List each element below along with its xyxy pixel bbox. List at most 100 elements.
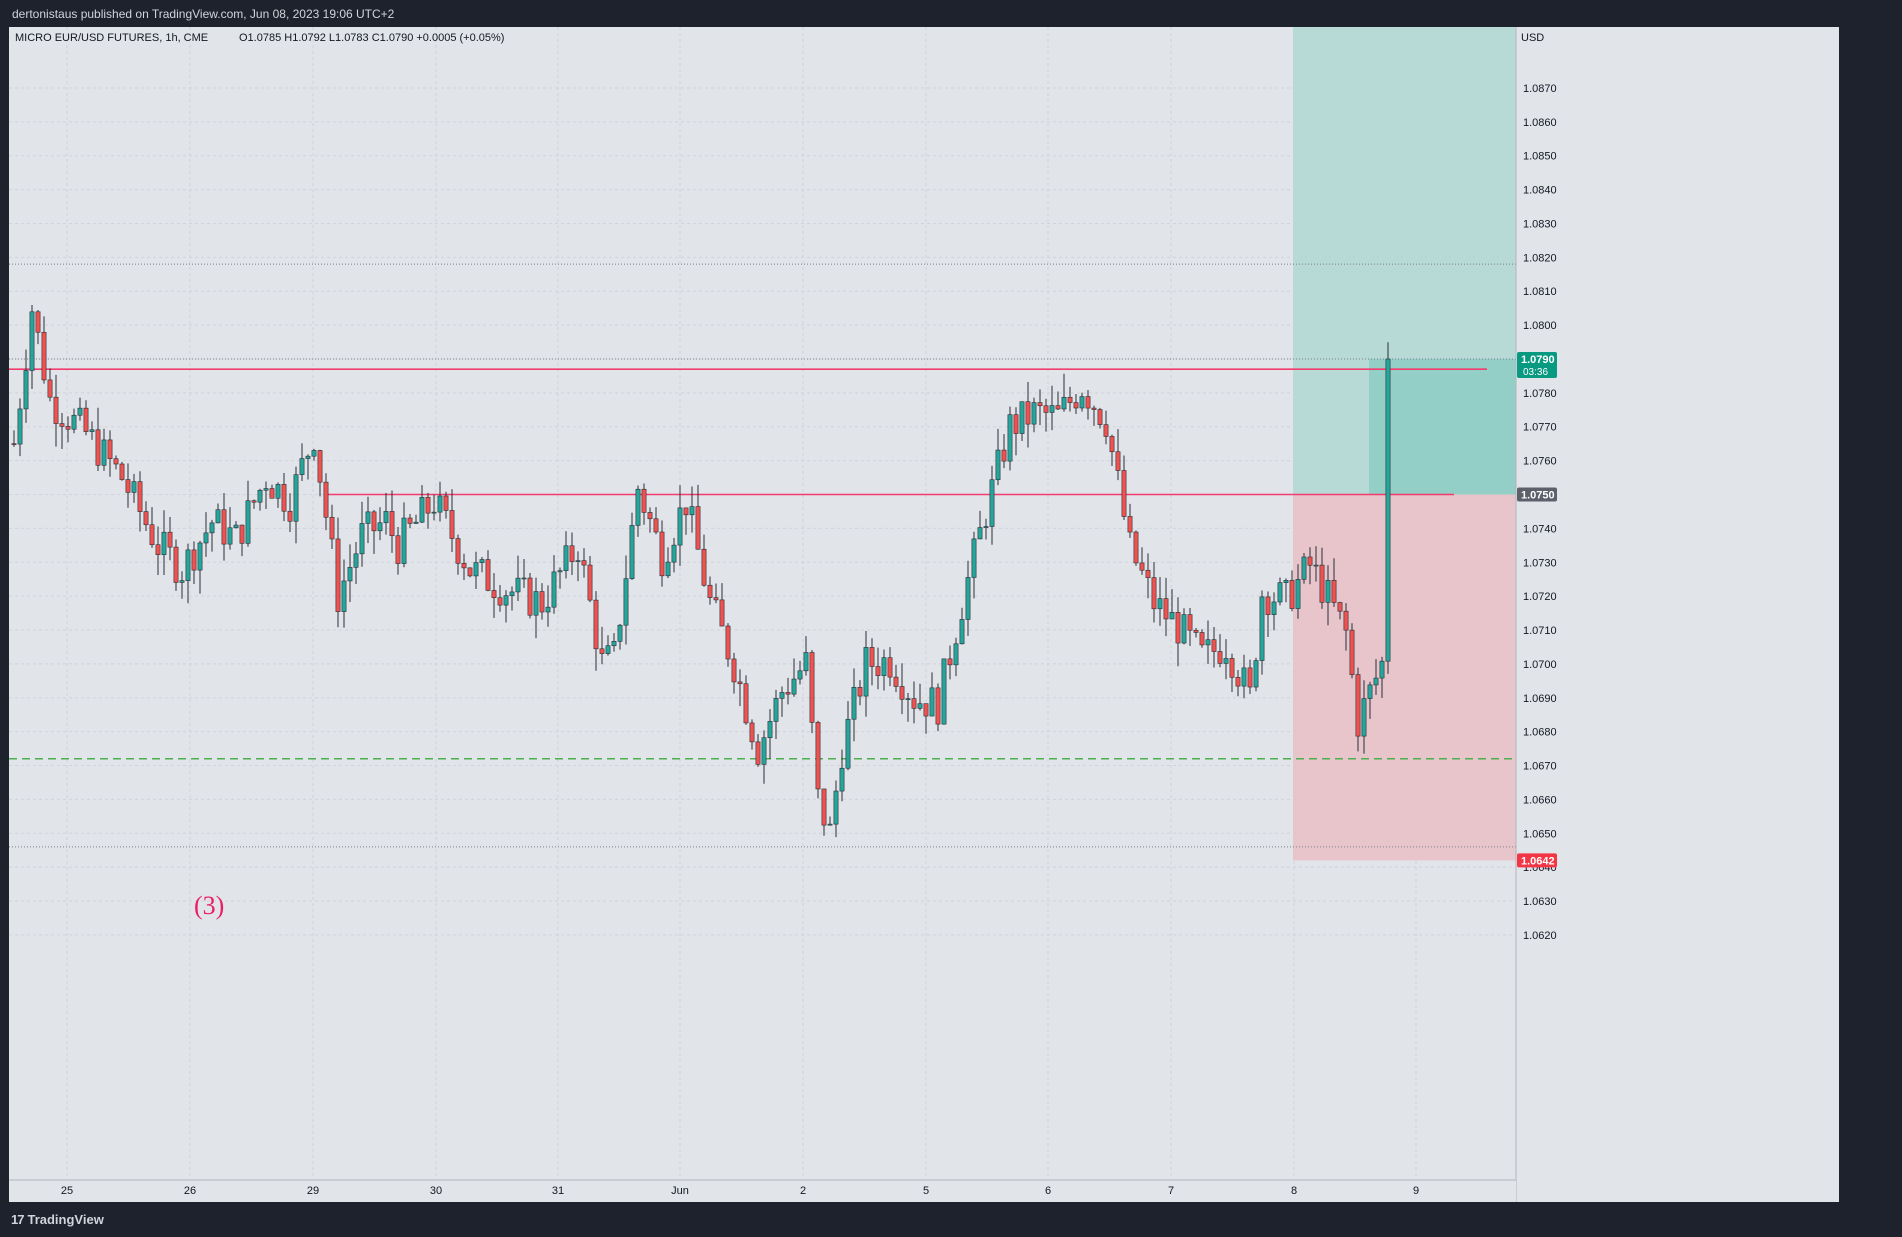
candle-body (1187, 614, 1193, 631)
candle-body (647, 512, 653, 520)
candle-body (263, 488, 269, 491)
candle-body (365, 511, 371, 524)
candle-body (335, 538, 341, 612)
candle-body (1229, 658, 1235, 678)
candle-body (269, 488, 275, 499)
candle-body (671, 544, 677, 563)
y-tick-label: 1.0690 (1523, 693, 1557, 705)
x-tick-label: 9 (1413, 1185, 1419, 1197)
y-tick-label: 1.0860 (1523, 117, 1557, 129)
candle-body (1019, 401, 1025, 434)
candle-body (305, 455, 311, 459)
candle-body (407, 517, 413, 524)
last-price-label-bg (1517, 351, 1557, 378)
candle-body (527, 577, 533, 616)
candle-body (965, 577, 971, 620)
chart-frame[interactable]: USD 1.0870 1.0860 1.0850 1.0840 1.0830 1.0820 1… (9, 27, 1839, 1202)
candle-body (1181, 614, 1187, 644)
y-tick-label: 1.0680 (1523, 727, 1557, 739)
open-profit-zone (1369, 358, 1516, 495)
candle-body (257, 489, 263, 503)
candle-body (935, 687, 941, 725)
candle-body (383, 511, 389, 524)
candle-body (1043, 405, 1049, 413)
candle-body (1253, 660, 1259, 688)
candle-body (713, 597, 719, 601)
candle-body (689, 506, 695, 516)
candle-body (401, 517, 407, 564)
candle-body (227, 527, 233, 545)
candle-body (1061, 396, 1067, 410)
candle-body (83, 407, 89, 432)
last-price-label-countdown: 03:36 (1523, 367, 1548, 378)
candle-body (953, 643, 959, 666)
candle-body (233, 524, 239, 529)
candle-body (359, 523, 365, 555)
candle-body (395, 535, 401, 564)
y-tick-label: 1.0650 (1523, 828, 1557, 840)
y-tick-label: 1.0830 (1523, 218, 1557, 230)
ohlc-readout: O1.0785 H1.0792 L1.0783 C1.0790 +0.0005 … (239, 32, 504, 44)
candle-body (1289, 580, 1295, 609)
x-tick-label: 30 (430, 1185, 442, 1197)
candle-body (1355, 674, 1361, 737)
candle-body (821, 788, 827, 826)
candle-body (563, 545, 569, 571)
x-tick-label: 7 (1168, 1185, 1174, 1197)
candles (11, 305, 1391, 838)
x-tick-label: 31 (552, 1185, 564, 1197)
candle-body (347, 567, 353, 582)
candle-body (1145, 569, 1151, 578)
candle-body (1217, 651, 1223, 664)
candle-body (245, 500, 251, 544)
candle-body (989, 479, 995, 527)
candle-body (719, 599, 725, 627)
candle-body (1169, 612, 1175, 620)
candle-body (35, 311, 41, 333)
y-tick-label: 1.0740 (1523, 523, 1557, 535)
candle-body (929, 687, 935, 717)
price-chart[interactable]: USD 1.0870 1.0860 1.0850 1.0840 1.0830 1.0820 1… (9, 27, 1839, 1202)
candle-body (1121, 470, 1127, 517)
candle-body (1079, 396, 1085, 409)
candle-body (107, 439, 113, 459)
x-tick-label: Jun (671, 1185, 689, 1197)
candle-body (575, 560, 581, 562)
candle-body (341, 580, 347, 612)
tradingview-logo[interactable]: 17 TradingView (11, 1212, 104, 1227)
candle-body (473, 562, 479, 577)
candle-body (491, 590, 497, 599)
candle-body (119, 463, 125, 480)
candle-body (887, 657, 893, 678)
candle-body (509, 591, 515, 596)
candle-body (629, 525, 635, 579)
candle-body (911, 698, 917, 709)
candle-body (881, 657, 887, 676)
candle-body (329, 516, 335, 540)
candle-body (443, 495, 449, 511)
candle-body (1025, 401, 1031, 425)
candle-body (1385, 358, 1391, 662)
candle-body (1301, 556, 1307, 580)
candle-body (137, 481, 143, 512)
candle-body (809, 652, 815, 723)
candle-body (1175, 612, 1181, 644)
candle-body (1343, 610, 1349, 631)
candle-body (479, 559, 485, 563)
candle-body (1241, 667, 1247, 687)
y-tick-label: 1.0870 (1523, 83, 1557, 95)
candle-body (53, 396, 59, 424)
candle-body (209, 522, 215, 534)
candle-body (149, 524, 155, 546)
candle-body (587, 564, 593, 601)
position-zones (1293, 27, 1516, 861)
candle-body (833, 790, 839, 825)
x-tick-label: 6 (1045, 1185, 1051, 1197)
y-tick-label: 1.0770 (1523, 422, 1557, 434)
candle-body (125, 479, 131, 493)
candle-body (863, 647, 869, 697)
y-tick-label: 1.0630 (1523, 896, 1557, 908)
candle-body (1151, 577, 1157, 610)
candle-body (701, 548, 707, 586)
candle-body (653, 518, 659, 533)
